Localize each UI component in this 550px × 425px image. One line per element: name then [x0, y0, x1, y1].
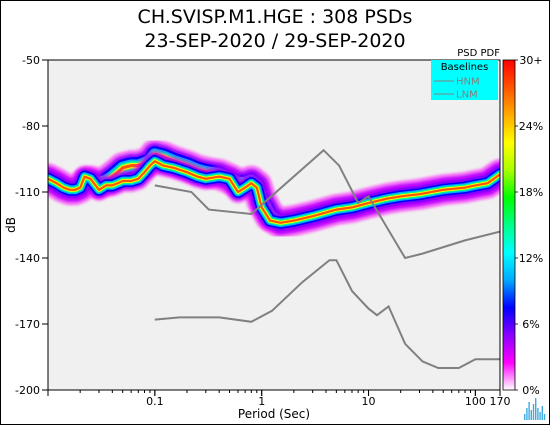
legend-entry-hnm: HNM	[456, 77, 480, 88]
logo-bar	[524, 414, 526, 420]
chart-subtitle: 23-SEP-2020 / 29-SEP-2020	[144, 30, 406, 52]
plot-border	[47, 59, 501, 391]
x-tick-label: 100	[465, 395, 486, 408]
baselines-layer	[154, 148, 500, 369]
legend: Baselines HNM LNM	[431, 60, 498, 101]
x-tick-label: 170	[490, 395, 511, 408]
y-axis: -50 -80 -110 -140 -170 -200	[15, 54, 48, 397]
x-axis-label: Period (Sec)	[238, 407, 310, 421]
colorbar-tick-label: 0%	[522, 384, 539, 397]
legend-title: Baselines	[441, 62, 489, 73]
x-tick-label: 1	[258, 395, 265, 408]
colorbar-tick-label: 24%	[519, 120, 543, 133]
y-axis-label: dB	[4, 217, 18, 233]
logo-bar	[526, 408, 528, 420]
logo-bar	[532, 404, 535, 420]
colorbar-gradient	[502, 59, 516, 391]
colorbar-tick-label: 18%	[519, 186, 543, 199]
logo-bar	[541, 406, 543, 420]
y-tick-label: -170	[15, 318, 40, 331]
y-tick-label: -200	[15, 384, 40, 397]
x-tick-label: 10	[362, 395, 376, 408]
y-tick-label: -140	[15, 252, 40, 265]
colorbar-tick-label: 6%	[522, 318, 539, 331]
psd-pdf-density	[48, 139, 500, 239]
logo-bar	[530, 410, 532, 420]
y-tick-label: -110	[15, 186, 40, 199]
colorbar-tick-label: 30+	[519, 54, 542, 67]
y-tick-label: -50	[22, 54, 40, 67]
hnm-baseline	[154, 148, 500, 260]
logo-bar	[543, 414, 546, 420]
colorbar-tick-label: 12%	[519, 252, 543, 265]
pdf-band-1-layer-6	[48, 160, 500, 224]
lnm-baseline	[154, 259, 500, 369]
waveform-logo-icon	[524, 398, 546, 420]
legend-box	[431, 60, 498, 100]
chart-title: CH.SVISP.M1.HGE : 308 PSDs	[137, 6, 413, 28]
logo-bar	[539, 412, 541, 420]
y-tick-label: -80	[22, 120, 40, 133]
logo-bar	[528, 402, 530, 420]
psd-pdf-label: PSD PDF	[457, 48, 500, 59]
legend-entry-lnm: LNM	[456, 90, 478, 101]
colorbar: 30+ 24% 18% 12% 6% 0%	[502, 54, 543, 397]
logo-bar	[535, 398, 537, 420]
x-axis: 0.1 1 10 100 170	[47, 390, 511, 408]
x-tick-label: 0.1	[146, 395, 164, 408]
logo-bar	[537, 408, 539, 420]
